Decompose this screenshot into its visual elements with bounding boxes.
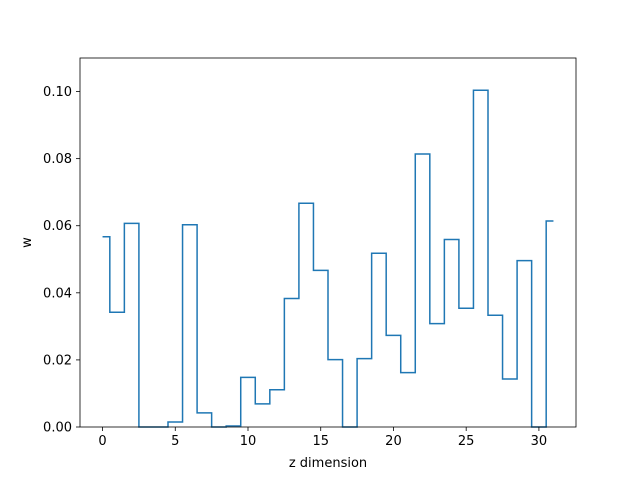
y-tick-label: 0.08 [43,152,72,167]
series-line [102,89,554,428]
y-tick-label: 0.04 [43,286,72,301]
x-axis-label: z dimension [289,456,367,471]
x-tick-label: 5 [171,434,179,449]
x-tick-label: 15 [312,434,329,449]
axis-ticks: 0 5 10 15 20 25 30 0.00 0.02 0.04 0.06 0.08 0.10 [43,85,547,449]
x-tick-label: 0 [98,434,106,449]
x-tick-label: 25 [458,434,475,449]
y-axis-label: w [20,237,35,248]
y-tick-label: 0.10 [43,85,72,100]
axes-frame [79,57,577,428]
plot-area [79,57,577,428]
x-tick-label: 30 [531,434,548,449]
x-tick-label: 20 [385,434,402,449]
y-tick-label: 0.06 [43,219,72,234]
y-tick-label: 0.02 [43,353,72,368]
x-tick-label: 10 [240,434,257,449]
y-tick-label: 0.00 [43,421,72,436]
